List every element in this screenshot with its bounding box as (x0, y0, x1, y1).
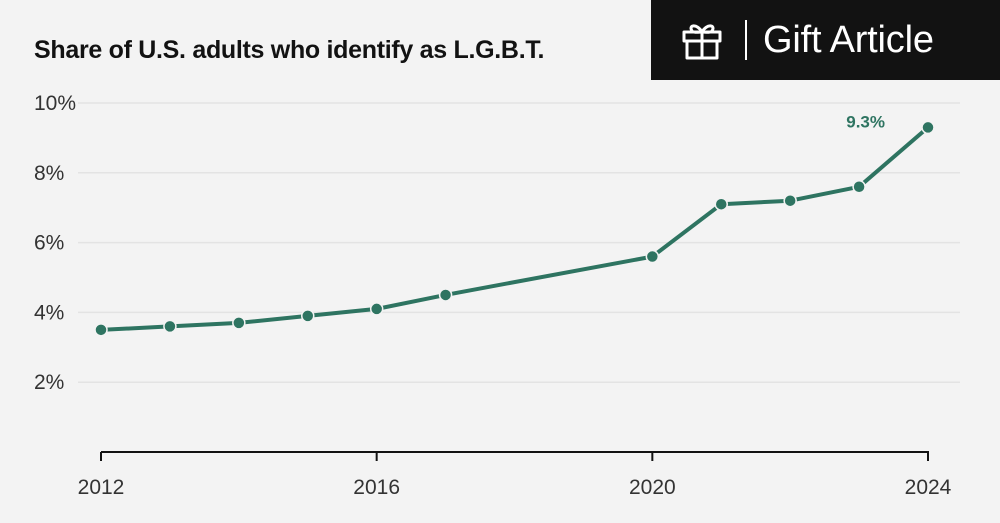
data-point (163, 319, 177, 334)
gift-divider (745, 20, 747, 60)
x-tick-label: 2020 (629, 476, 676, 499)
chart-title: Share of U.S. adults who identify as L.G… (34, 36, 545, 64)
y-tick-label: 10% (34, 92, 76, 115)
data-point (369, 302, 384, 316)
data-point (438, 288, 453, 302)
y-tick-label: 4% (34, 301, 64, 324)
data-point (94, 323, 108, 337)
data-label: 9.3% (846, 112, 885, 131)
data-point (232, 316, 246, 330)
y-tick-label: 6% (34, 232, 64, 255)
x-tick-label: 2016 (353, 476, 400, 499)
data-point (301, 309, 315, 323)
gift-icon (682, 24, 722, 60)
y-tick-label: 8% (34, 162, 64, 185)
y-tick-label: 2% (34, 371, 64, 394)
gift-article-label: Gift Article (763, 18, 934, 61)
data-point (852, 180, 866, 194)
data-point (921, 120, 935, 135)
gift-article-button[interactable]: Gift Article (651, 0, 1000, 80)
x-tick-label: 2012 (78, 476, 125, 499)
data-point (714, 197, 728, 211)
series-line (99, 125, 930, 332)
x-tick-label: 2024 (905, 476, 952, 499)
data-point (783, 193, 797, 208)
data-point (645, 249, 660, 264)
